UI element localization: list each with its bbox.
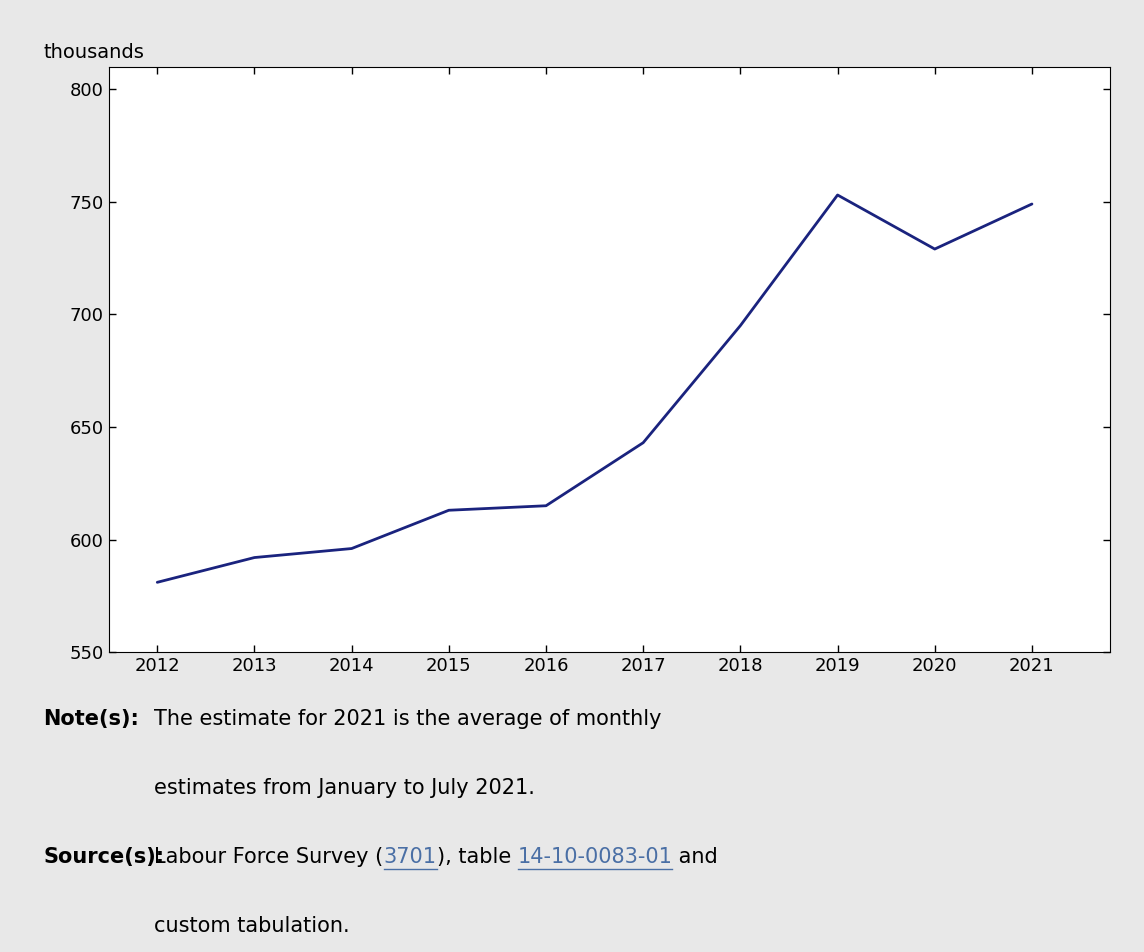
Text: ), table: ), table	[437, 847, 517, 867]
Text: 3701: 3701	[383, 847, 437, 867]
Text: The estimate for 2021 is the average of monthly: The estimate for 2021 is the average of …	[154, 709, 662, 729]
Text: Labour Force Survey (: Labour Force Survey (	[154, 847, 383, 867]
Text: estimates from January to July 2021.: estimates from January to July 2021.	[154, 778, 535, 798]
Text: custom tabulation.: custom tabulation.	[154, 916, 350, 936]
Text: and: and	[673, 847, 718, 867]
Text: Note(s):: Note(s):	[43, 709, 140, 729]
Text: 14-10-0083-01: 14-10-0083-01	[517, 847, 673, 867]
Text: thousands: thousands	[43, 43, 144, 62]
Text: Source(s):: Source(s):	[43, 847, 165, 867]
